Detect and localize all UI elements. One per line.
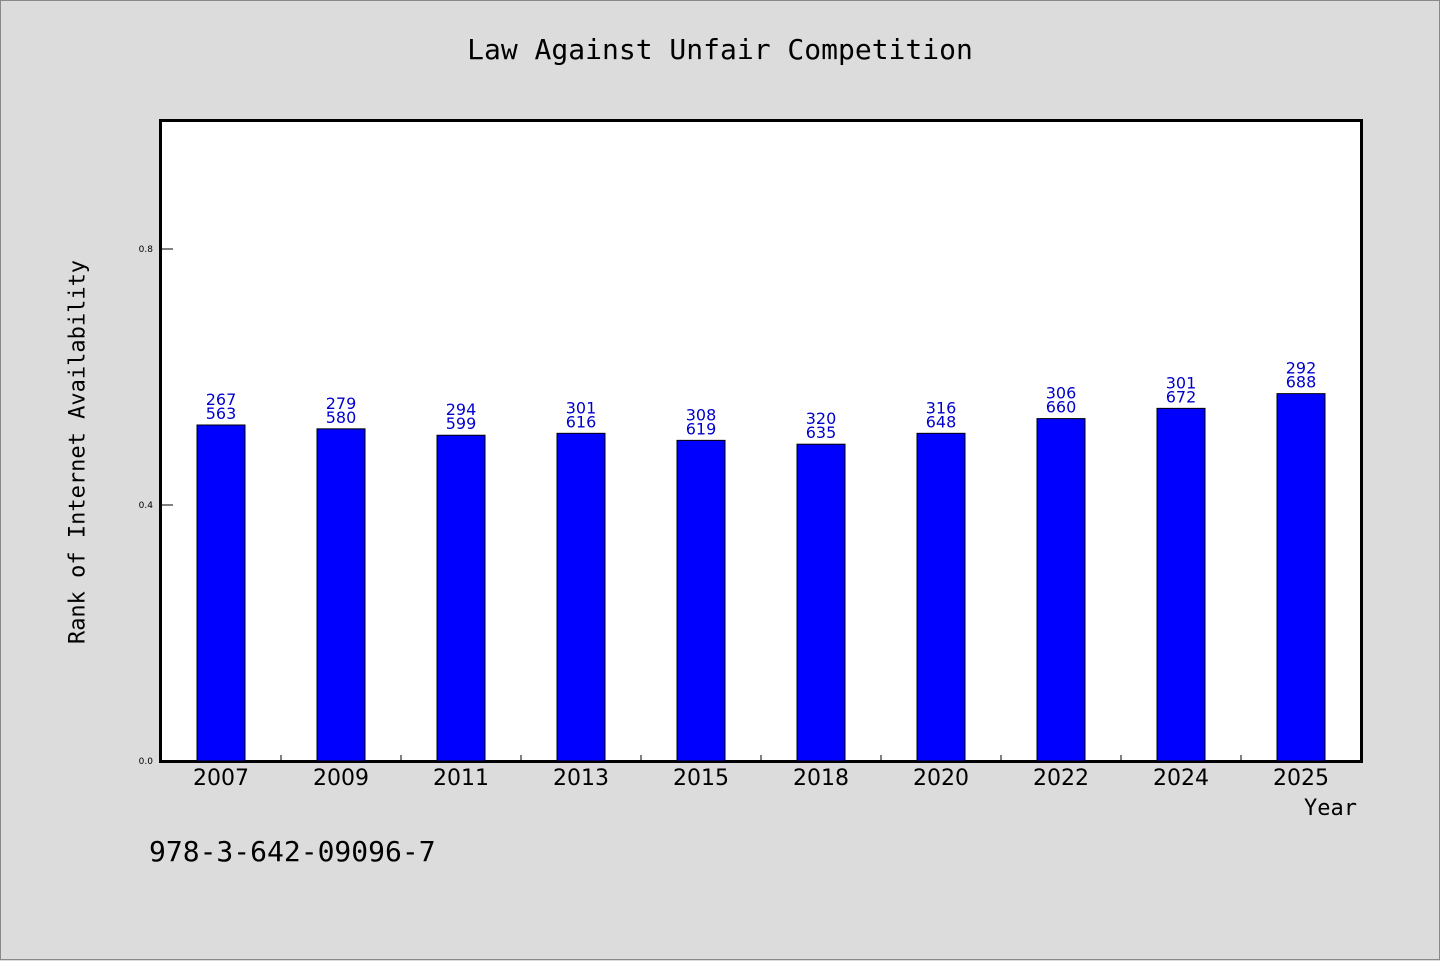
bar-label-bottom-2020: 648 bbox=[926, 412, 957, 431]
bar-2020 bbox=[916, 432, 966, 762]
bar-label-bottom-2022: 660 bbox=[1046, 398, 1077, 417]
bar-label-top-2015: 308 bbox=[686, 405, 717, 424]
bar-2022 bbox=[1036, 418, 1086, 762]
bar-2007 bbox=[196, 424, 246, 762]
x-tick-label-2013: 2013 bbox=[553, 766, 609, 791]
bar-label-bottom-2009: 580 bbox=[326, 408, 357, 427]
x-tick-label-2024: 2024 bbox=[1153, 766, 1209, 791]
bar-2024 bbox=[1156, 407, 1206, 762]
bar-label-bottom-2015: 619 bbox=[686, 419, 717, 438]
bar-label-top-2025: 292 bbox=[1286, 359, 1317, 378]
bar-label-top-2022: 306 bbox=[1046, 384, 1077, 403]
bar-label-bottom-2025: 688 bbox=[1286, 373, 1317, 392]
bar-label-top-2018: 320 bbox=[806, 409, 837, 428]
y-tick-label-0: 0.0 bbox=[139, 757, 154, 767]
y-tick-label-1: 0.4 bbox=[139, 501, 154, 511]
bar-2015 bbox=[676, 439, 726, 762]
x-tick-label-2015: 2015 bbox=[673, 766, 729, 791]
x-tick-label-2007: 2007 bbox=[193, 766, 249, 791]
bar-2011 bbox=[436, 434, 486, 762]
x-axis-label: Year bbox=[1304, 796, 1357, 821]
bar-label-top-2020: 316 bbox=[926, 398, 957, 417]
isbn-text: 978-3-642-09096-7 bbox=[149, 835, 436, 868]
y-tick-label-2: 0.8 bbox=[139, 245, 154, 255]
x-tick-label-2011: 2011 bbox=[433, 766, 489, 791]
bar-label-top-2007: 267 bbox=[206, 390, 237, 409]
bar-label-top-2009: 279 bbox=[326, 394, 357, 413]
bar-label-bottom-2024: 672 bbox=[1166, 387, 1197, 406]
x-tick-label-2025: 2025 bbox=[1273, 766, 1329, 791]
bar-label-bottom-2018: 635 bbox=[806, 423, 837, 442]
chart-title: Law Against Unfair Competition bbox=[467, 33, 973, 66]
bar-2013 bbox=[556, 432, 606, 762]
x-tick-label-2022: 2022 bbox=[1033, 766, 1089, 791]
bar-label-bottom-2013: 616 bbox=[566, 412, 597, 431]
bar-label-top-2024: 301 bbox=[1166, 373, 1197, 392]
bar-label-bottom-2011: 599 bbox=[446, 414, 477, 433]
bar-label-bottom-2007: 563 bbox=[206, 404, 237, 423]
bar-2018 bbox=[796, 443, 846, 762]
bar-label-top-2013: 301 bbox=[566, 398, 597, 417]
bar-2009 bbox=[316, 428, 366, 762]
x-tick-label-2018: 2018 bbox=[793, 766, 849, 791]
bar-label-top-2011: 294 bbox=[446, 400, 477, 419]
bar-2025 bbox=[1276, 393, 1326, 762]
x-tick-label-2020: 2020 bbox=[913, 766, 969, 791]
x-tick-label-2009: 2009 bbox=[313, 766, 369, 791]
